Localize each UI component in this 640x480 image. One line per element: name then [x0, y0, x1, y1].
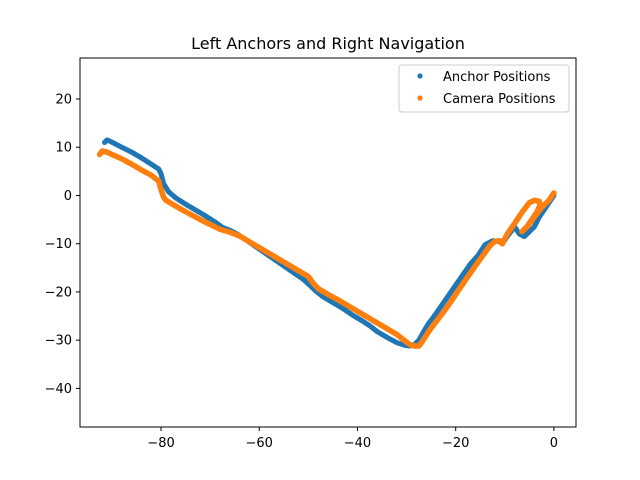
axes-frame [79, 57, 577, 428]
y-tick-label: −30 [45, 334, 72, 349]
y-axis: 20 10 0 −10 −20 −30 −40 [45, 93, 80, 397]
x-tick-label: −80 [147, 436, 174, 451]
legend-marker-camera [417, 95, 423, 101]
legend-label-camera: Camera Positions [443, 92, 556, 107]
legend-label-anchor: Anchor Positions [443, 70, 551, 85]
series-camera-positions [96, 148, 557, 349]
y-tick-label: −40 [45, 382, 72, 397]
legend-box [398, 64, 570, 113]
x-tick-label: −20 [442, 436, 469, 451]
x-tick-label: −40 [344, 436, 371, 451]
x-axis: −80 −60 −40 −20 0 [147, 427, 558, 451]
y-tick-label: −10 [45, 237, 72, 252]
plot-area [96, 137, 557, 349]
x-tick-label: 0 [550, 436, 558, 451]
data-point [551, 190, 557, 196]
y-tick-label: 10 [55, 141, 72, 156]
y-tick-label: −20 [45, 285, 72, 300]
y-tick-label: 0 [64, 189, 72, 204]
legend: Anchor Positions Camera Positions [398, 64, 570, 113]
y-tick-label: 20 [55, 93, 72, 108]
x-tick-label: −60 [246, 436, 273, 451]
chart-title: Left Anchors and Right Navigation [191, 34, 465, 53]
legend-marker-anchor [417, 73, 423, 79]
